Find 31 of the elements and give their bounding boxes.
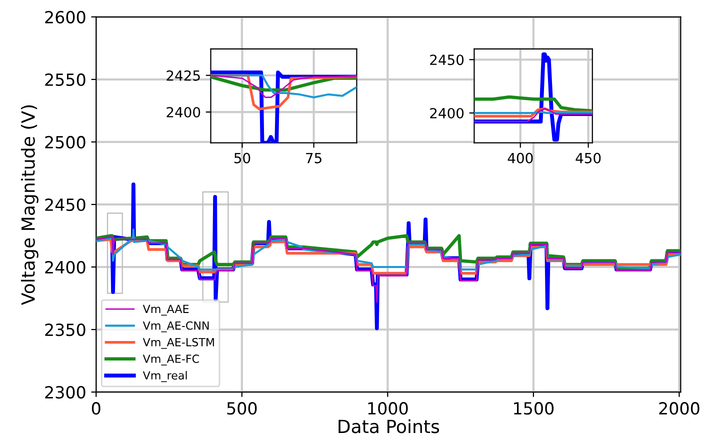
legend-label: Vm_AE-CNN xyxy=(142,321,209,332)
x-tick-label: 75 xyxy=(306,152,322,164)
y-tick-label: 2425 xyxy=(166,70,200,81)
y-tick-label: 2300 xyxy=(45,386,86,399)
y-axis-title: Voltage Magnitude (V) xyxy=(20,105,38,305)
x-tick-label: 500 xyxy=(227,402,257,415)
line-series xyxy=(474,108,592,122)
y-tick-label: 2600 xyxy=(45,10,86,24)
y-tick-label: 2400 xyxy=(430,108,464,118)
y-tick-label: 2450 xyxy=(430,54,464,66)
y-tick-label: 2400 xyxy=(166,107,200,118)
x-tick-label: 400 xyxy=(508,152,533,164)
legend-label: Vm_AE-FC xyxy=(142,354,199,366)
line-series xyxy=(474,95,592,112)
x-tick-label: 0 xyxy=(92,402,100,415)
y-tick-label: 2450 xyxy=(45,198,86,212)
y-tick-label: 2350 xyxy=(45,323,86,336)
x-tick-label: 50 xyxy=(234,152,250,164)
y-tick-label: 2500 xyxy=(45,136,86,149)
y-tick-label: 2550 xyxy=(45,73,86,86)
line-series xyxy=(96,236,681,303)
legend-label: Vm_AAE xyxy=(142,304,189,316)
x-tick-label: 2000 xyxy=(659,402,700,415)
y-tick-label: 2400 xyxy=(45,260,86,274)
x-tick-label: 450 xyxy=(576,152,601,164)
legend-label: Vm_real xyxy=(142,370,187,382)
line-series xyxy=(96,228,681,271)
x-axis-title: Data Points xyxy=(338,419,440,434)
x-tick-label: 1000 xyxy=(368,402,408,415)
legend-label: Vm_AE-LSTM xyxy=(142,338,214,349)
x-tick-label: 1500 xyxy=(514,402,554,415)
